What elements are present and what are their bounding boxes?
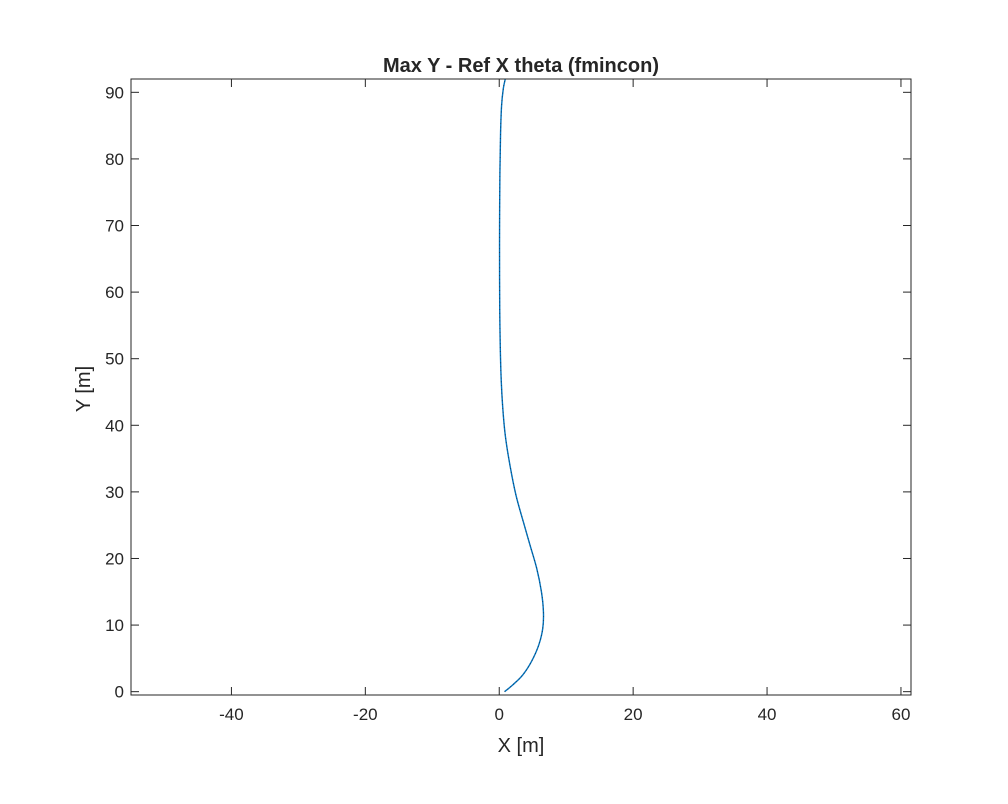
y-tick-label: 80 (105, 150, 124, 169)
y-tick-label: 40 (105, 416, 124, 435)
y-tick-label: 50 (105, 350, 124, 369)
chart-title: Max Y - Ref X theta (fmincon) (383, 55, 659, 77)
y-tick-marks (131, 91, 911, 693)
series-group (498, 78, 545, 693)
x-tick-label: 20 (624, 705, 643, 724)
x-tick-label: 60 (891, 705, 910, 724)
x-tick-label: 0 (495, 705, 504, 724)
y-tick-labels: 0 10 20 30 40 50 60 70 80 90 (105, 83, 124, 701)
y-axis-label: Y [m] (73, 366, 95, 412)
plot-frame (130, 78, 912, 696)
x-tick-label: -20 (353, 705, 378, 724)
y-tick-label: 70 (105, 217, 124, 236)
y-tick-label: 20 (105, 549, 124, 568)
trajectory-point-markers (499, 78, 545, 693)
y-tick-label: 90 (105, 83, 124, 102)
x-axis-label: X [m] (498, 735, 545, 757)
y-tick-label: 0 (115, 683, 124, 702)
x-tick-labels: -40 -20 0 20 40 60 (219, 705, 910, 724)
y-tick-label: 60 (105, 283, 124, 302)
x-tick-marks (230, 79, 902, 695)
x-tick-label: 40 (758, 705, 777, 724)
plot-background (131, 79, 911, 695)
y-tick-label: 10 (105, 616, 124, 635)
y-tick-label: 30 (105, 483, 124, 502)
x-tick-label: -40 (219, 705, 244, 724)
